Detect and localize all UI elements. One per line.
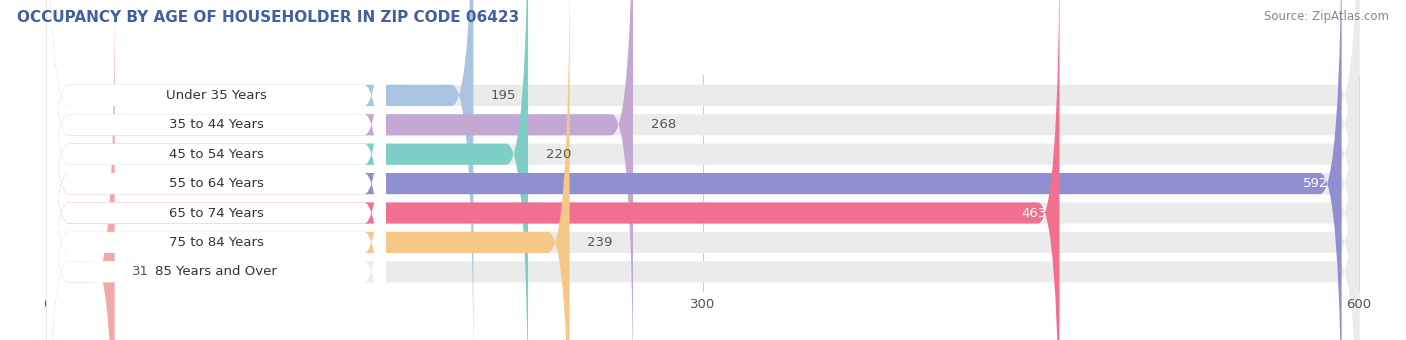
FancyBboxPatch shape bbox=[46, 0, 385, 340]
Text: 45 to 54 Years: 45 to 54 Years bbox=[169, 148, 264, 161]
Text: 85 Years and Over: 85 Years and Over bbox=[156, 265, 277, 278]
Text: 195: 195 bbox=[491, 89, 516, 102]
FancyBboxPatch shape bbox=[46, 0, 1360, 340]
FancyBboxPatch shape bbox=[46, 0, 474, 340]
FancyBboxPatch shape bbox=[46, 0, 385, 340]
FancyBboxPatch shape bbox=[46, 0, 1360, 340]
Text: 239: 239 bbox=[588, 236, 613, 249]
FancyBboxPatch shape bbox=[46, 0, 633, 340]
FancyBboxPatch shape bbox=[46, 0, 385, 340]
Text: 55 to 64 Years: 55 to 64 Years bbox=[169, 177, 264, 190]
FancyBboxPatch shape bbox=[46, 0, 385, 340]
FancyBboxPatch shape bbox=[46, 0, 569, 340]
Text: 220: 220 bbox=[546, 148, 571, 161]
FancyBboxPatch shape bbox=[46, 0, 529, 340]
FancyBboxPatch shape bbox=[46, 0, 385, 340]
FancyBboxPatch shape bbox=[46, 0, 1360, 340]
Text: Source: ZipAtlas.com: Source: ZipAtlas.com bbox=[1264, 10, 1389, 23]
Text: Under 35 Years: Under 35 Years bbox=[166, 89, 267, 102]
Text: 31: 31 bbox=[132, 265, 149, 278]
FancyBboxPatch shape bbox=[46, 0, 1341, 340]
Text: 463: 463 bbox=[1021, 206, 1046, 220]
Text: 592: 592 bbox=[1303, 177, 1329, 190]
Text: 65 to 74 Years: 65 to 74 Years bbox=[169, 206, 264, 220]
FancyBboxPatch shape bbox=[46, 0, 385, 340]
FancyBboxPatch shape bbox=[46, 0, 1060, 340]
FancyBboxPatch shape bbox=[46, 0, 385, 340]
FancyBboxPatch shape bbox=[46, 0, 1360, 340]
Text: 35 to 44 Years: 35 to 44 Years bbox=[169, 118, 264, 131]
FancyBboxPatch shape bbox=[46, 0, 1360, 340]
Text: OCCUPANCY BY AGE OF HOUSEHOLDER IN ZIP CODE 06423: OCCUPANCY BY AGE OF HOUSEHOLDER IN ZIP C… bbox=[17, 10, 519, 25]
Text: 75 to 84 Years: 75 to 84 Years bbox=[169, 236, 264, 249]
FancyBboxPatch shape bbox=[46, 0, 1360, 340]
FancyBboxPatch shape bbox=[46, 0, 1360, 340]
FancyBboxPatch shape bbox=[46, 0, 115, 340]
Text: 268: 268 bbox=[651, 118, 676, 131]
